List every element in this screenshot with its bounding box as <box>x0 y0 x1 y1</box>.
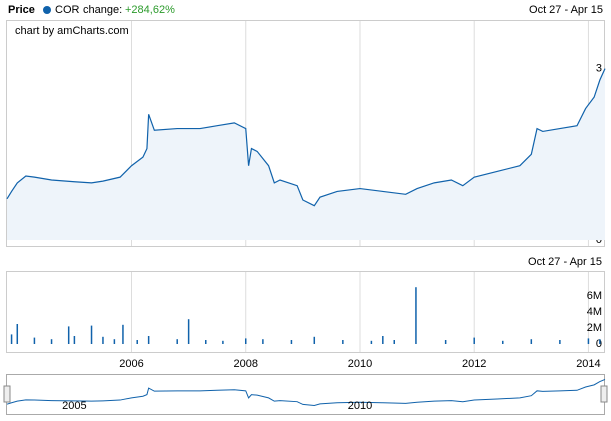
volume-bar <box>147 336 150 344</box>
change-label: change: <box>83 4 122 16</box>
scrollbar-handle[interactable] <box>600 385 608 403</box>
chart-credit: chart by amCharts.com <box>15 25 129 37</box>
volume-bar <box>370 340 373 344</box>
volume-bar <box>50 339 53 344</box>
volume-bar <box>16 324 19 344</box>
x-tick-label: 2012 <box>462 358 486 370</box>
scrollbar-handle[interactable] <box>3 385 11 403</box>
period-label: Oct 27 - Apr 15 <box>529 4 603 16</box>
y-tick-label: 6M <box>587 290 602 302</box>
volume-bar <box>262 339 264 344</box>
legend-marker <box>43 6 51 14</box>
scrollbar-line <box>6 378 606 406</box>
x-tick-label: 2006 <box>119 358 143 370</box>
y-tick-label: 0 <box>596 338 602 350</box>
volume-bar <box>122 324 124 344</box>
volume-bar <box>530 339 533 344</box>
x-tick-label: 2008 <box>234 358 258 370</box>
volume-bar <box>473 337 475 344</box>
volume-bar <box>393 340 395 344</box>
volume-bar <box>176 339 178 344</box>
volume-bar <box>313 336 316 344</box>
period-label: Oct 27 - Apr 15 <box>528 256 602 268</box>
change-value: +284,62% <box>125 4 175 16</box>
panel-title: Price <box>8 4 35 16</box>
x-tick-label: 2010 <box>348 358 372 370</box>
volume-bar <box>33 337 36 344</box>
volume-bar <box>382 336 384 344</box>
volume-bar <box>67 326 70 344</box>
volume-bar <box>415 287 417 344</box>
y-tick-label: 3 <box>596 62 602 74</box>
volume-bar <box>113 339 116 344</box>
x-tick-label: 2014 <box>576 358 600 370</box>
scrollbar-tick-label: 2010 <box>348 400 372 412</box>
volume-bar <box>587 338 590 344</box>
volume-bar <box>502 340 504 344</box>
volume-bar <box>10 334 13 344</box>
y-tick-label: 2M <box>587 322 602 334</box>
scrollbar[interactable] <box>6 374 605 415</box>
scrollbar-tick-label: 2005 <box>62 400 86 412</box>
volume-bar <box>599 339 601 344</box>
volume-bar <box>205 340 207 344</box>
price-line <box>6 68 606 207</box>
legend-name[interactable]: COR <box>55 4 80 16</box>
volume-bar <box>73 336 76 344</box>
volume-bar <box>244 338 247 344</box>
volume-bar <box>90 325 93 344</box>
volume-bar <box>102 336 104 344</box>
volume-bar <box>290 340 293 344</box>
volume-bar <box>342 340 344 344</box>
volume-bar <box>187 319 190 344</box>
volume-bar <box>136 340 138 344</box>
price-area <box>7 68 605 240</box>
volume-bar <box>222 340 224 344</box>
y-tick-label: 4M <box>587 306 602 318</box>
volume-bar <box>559 340 561 344</box>
volume-panel <box>6 271 605 353</box>
volume-bar <box>444 340 447 344</box>
